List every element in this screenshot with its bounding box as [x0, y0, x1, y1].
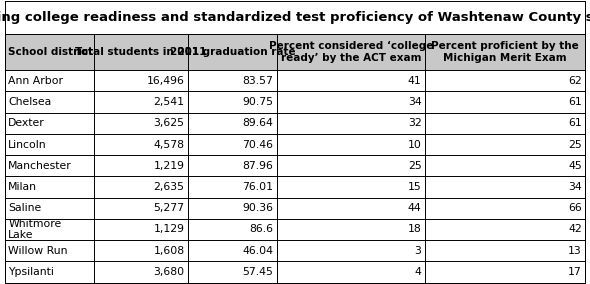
Text: Percent considered ‘college
ready’ by the ACT exam: Percent considered ‘college ready’ by th…	[269, 41, 433, 63]
Text: Comparing college readiness and standardized test proficiency of Washtenaw Count: Comparing college readiness and standard…	[0, 11, 590, 24]
Text: 4,578: 4,578	[153, 139, 185, 149]
Text: 61: 61	[568, 97, 582, 107]
Text: 3: 3	[415, 246, 421, 256]
Text: 4: 4	[415, 267, 421, 277]
Text: 86.6: 86.6	[250, 224, 273, 235]
Text: 10: 10	[408, 139, 421, 149]
Text: 2011 graduation rate: 2011 graduation rate	[170, 47, 296, 57]
Text: Milan: Milan	[8, 182, 37, 192]
Text: School district: School district	[8, 47, 93, 57]
Text: 5,277: 5,277	[153, 203, 185, 213]
Text: Ypsilanti: Ypsilanti	[8, 267, 54, 277]
Text: 62: 62	[568, 76, 582, 86]
Text: 76.01: 76.01	[242, 182, 273, 192]
Text: 18: 18	[408, 224, 421, 235]
Polygon shape	[5, 198, 585, 219]
Text: 25: 25	[408, 161, 421, 171]
Text: 1,608: 1,608	[153, 246, 185, 256]
Text: 1,219: 1,219	[153, 161, 185, 171]
Polygon shape	[5, 134, 585, 155]
Text: Chelsea: Chelsea	[8, 97, 51, 107]
Text: 3,680: 3,680	[153, 267, 185, 277]
Text: Saline: Saline	[8, 203, 41, 213]
Text: 16,496: 16,496	[147, 76, 185, 86]
Text: 87.96: 87.96	[242, 161, 273, 171]
Text: 90.75: 90.75	[242, 97, 273, 107]
Polygon shape	[5, 219, 585, 240]
Polygon shape	[5, 240, 585, 261]
Text: 25: 25	[568, 139, 582, 149]
Polygon shape	[5, 113, 585, 134]
Text: 83.57: 83.57	[242, 76, 273, 86]
Polygon shape	[5, 261, 585, 283]
Text: 57.45: 57.45	[242, 267, 273, 277]
Text: 89.64: 89.64	[242, 118, 273, 128]
Text: Manchester: Manchester	[8, 161, 72, 171]
Text: 42: 42	[568, 224, 582, 235]
Text: Whitmore
Lake: Whitmore Lake	[8, 219, 61, 240]
Text: 15: 15	[408, 182, 421, 192]
Text: 34: 34	[568, 182, 582, 192]
Text: 34: 34	[408, 97, 421, 107]
Text: Dexter: Dexter	[8, 118, 45, 128]
Polygon shape	[5, 34, 585, 70]
Text: 3,625: 3,625	[153, 118, 185, 128]
Text: Percent proficient by the
Michigan Merit Exam: Percent proficient by the Michigan Merit…	[431, 41, 579, 63]
Polygon shape	[5, 70, 585, 91]
Text: 2,541: 2,541	[153, 97, 185, 107]
Text: 17: 17	[568, 267, 582, 277]
Text: 13: 13	[568, 246, 582, 256]
Text: 1,129: 1,129	[153, 224, 185, 235]
Polygon shape	[5, 155, 585, 176]
Text: Ann Arbor: Ann Arbor	[8, 76, 63, 86]
Text: Willow Run: Willow Run	[8, 246, 68, 256]
Text: 32: 32	[408, 118, 421, 128]
Text: 61: 61	[568, 118, 582, 128]
Text: 44: 44	[408, 203, 421, 213]
Text: 90.36: 90.36	[242, 203, 273, 213]
Polygon shape	[5, 176, 585, 198]
Text: 45: 45	[568, 161, 582, 171]
Text: Lincoln: Lincoln	[8, 139, 47, 149]
Text: 46.04: 46.04	[242, 246, 273, 256]
Text: Total students in 2011: Total students in 2011	[75, 47, 206, 57]
Text: 70.46: 70.46	[242, 139, 273, 149]
Text: 2,635: 2,635	[153, 182, 185, 192]
Polygon shape	[5, 91, 585, 113]
Text: 66: 66	[568, 203, 582, 213]
Text: 41: 41	[408, 76, 421, 86]
